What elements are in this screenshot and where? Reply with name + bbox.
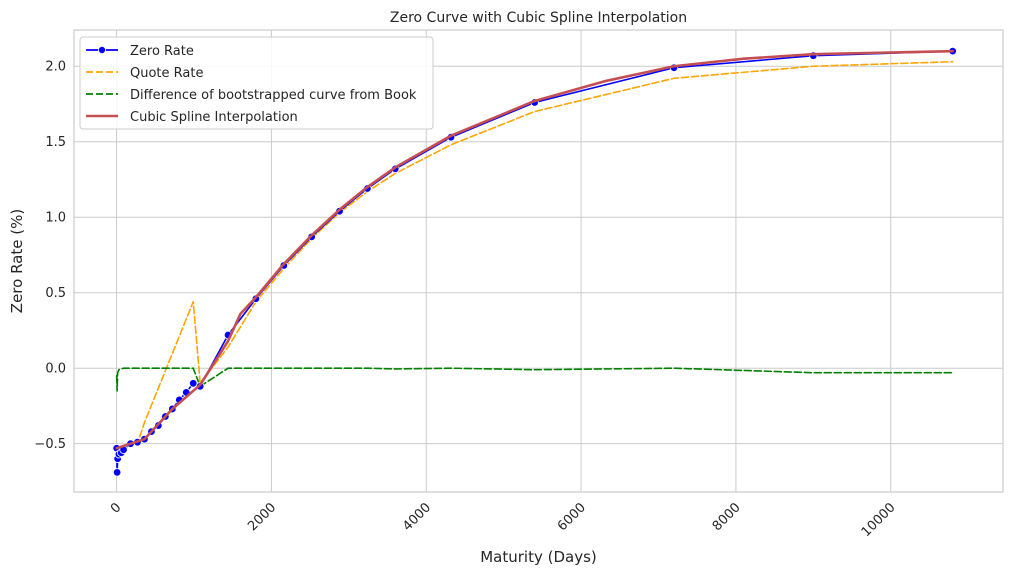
- x-tick-label: 6000: [555, 500, 589, 534]
- legend-box: [79, 36, 434, 130]
- data-point-zero-rate: [112, 468, 122, 477]
- x-axis-label: Maturity (Days): [480, 548, 597, 566]
- legend-label-difference: Difference of bootstrapped curve from Bo…: [130, 88, 417, 103]
- y-tick-label: 0.0: [45, 362, 66, 377]
- y-axis-label: Zero Rate (%): [8, 209, 26, 313]
- x-axis-ticks: 0 2000 4000 6000 8000 10000: [108, 500, 899, 540]
- y-tick-label: −0.5: [34, 437, 66, 452]
- y-tick-label: 0.5: [45, 286, 66, 301]
- x-tick-label: 8000: [710, 500, 744, 534]
- legend: Zero Rate Quote Rate Difference of boots…: [79, 36, 434, 130]
- chart-title: Zero Curve with Cubic Spline Interpolati…: [390, 10, 687, 26]
- series-line-difference-of-bootstrapped-curve-from-book: [115, 367, 954, 392]
- legend-label-quote-rate: Quote Rate: [130, 66, 203, 81]
- series-line-cubic-spline-interpolation: [115, 49, 954, 450]
- series-layer: [112, 46, 957, 477]
- x-tick-label: 4000: [400, 500, 434, 534]
- x-tick-label: 10000: [859, 500, 899, 540]
- legend-marker-zero-rate: [98, 46, 107, 55]
- legend-label-zero-rate: Zero Rate: [130, 44, 194, 59]
- legend-label-cubic-spline: Cubic Spline Interpolation: [130, 110, 298, 125]
- y-axis-ticks: −0.5 0.0 0.5 1.0 1.5 2.0: [34, 60, 66, 452]
- data-point-zero-rate: [189, 379, 198, 388]
- plot-area-frame: [73, 29, 1004, 493]
- y-tick-label: 2.0: [45, 60, 66, 75]
- x-tick-label: 2000: [245, 500, 279, 534]
- y-tick-label: 1.5: [45, 135, 66, 150]
- x-tick-label: 0: [108, 500, 124, 516]
- y-tick-label: 1.0: [45, 211, 66, 226]
